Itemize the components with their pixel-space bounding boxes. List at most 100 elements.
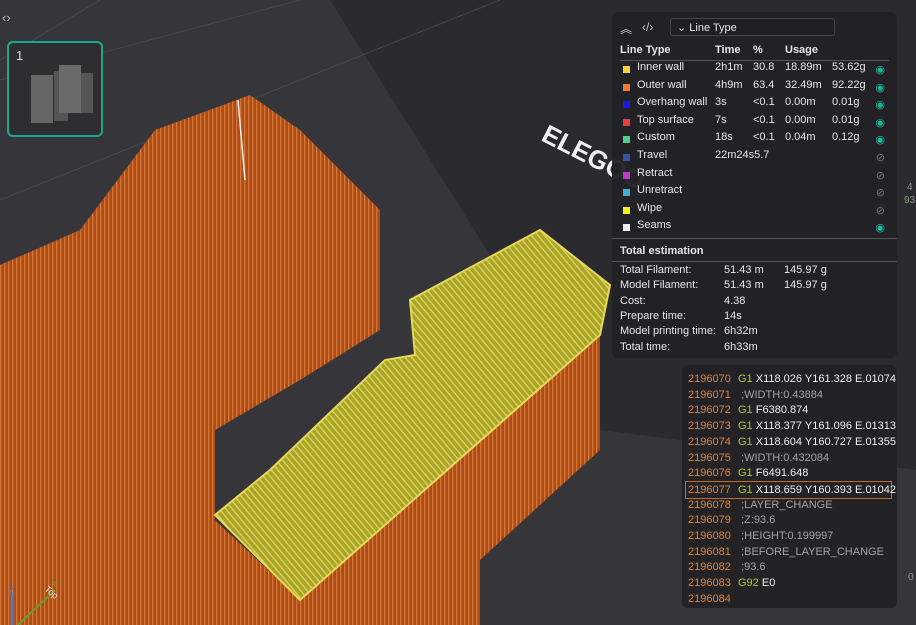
line-number: 2196083	[688, 577, 731, 590]
line-weight: 53.62g	[832, 61, 866, 73]
legend-row[interactable]: Overhang wall 3s <0.1 0.00m 0.01g ◉	[620, 96, 889, 113]
gcode-line[interactable]: 2196072 G1 F6380.874	[688, 402, 891, 418]
legend-row[interactable]: Top surface 7s <0.1 0.00m 0.01g ◉	[620, 114, 889, 131]
legend-header: Line Type Time % Usage	[620, 44, 889, 61]
eye-icon[interactable]: ◉	[875, 99, 885, 112]
gcode-command: G1	[738, 467, 753, 480]
estimation-row: Model printing time: 6h32m	[620, 325, 890, 340]
gcode-line[interactable]: 2196071 ;WIDTH:0.43884	[688, 387, 891, 403]
line-time: 3s	[715, 96, 727, 109]
col-percent: %	[753, 44, 763, 56]
line-time: 4h9m	[715, 78, 743, 91]
edge-label: 4	[907, 182, 913, 193]
legend-row[interactable]: Wipe ⊘	[620, 202, 889, 219]
eye-icon[interactable]: ◉	[875, 81, 885, 94]
col-usage: Usage	[785, 44, 819, 56]
gcode-comment: ;93.6	[741, 561, 766, 574]
eye-icon[interactable]: ◉	[875, 222, 885, 235]
line-type-name: Seams	[637, 219, 672, 232]
gcode-line[interactable]: 2196075 ;WIDTH:0.432084	[688, 450, 891, 466]
collapse-toggle-icon[interactable]: ‹›	[2, 10, 11, 25]
line-time: 7s	[715, 113, 727, 126]
line-type-name: Inner wall	[637, 61, 685, 73]
line-percent: <0.1	[753, 113, 775, 126]
line-type-name: Unretract	[637, 184, 683, 197]
code-view-icon[interactable]: ‹/›	[642, 20, 654, 34]
line-number: 2196077	[688, 483, 731, 496]
gcode-command: G1	[738, 483, 753, 496]
gcode-comment: ;LAYER_CHANGE	[741, 498, 833, 511]
estimation-row: Prepare time: 14s	[620, 310, 890, 325]
color-swatch	[623, 189, 630, 197]
eye-icon[interactable]: ◉	[875, 134, 885, 147]
line-number: 2196073	[688, 420, 731, 433]
line-length: 0.00m	[785, 113, 816, 126]
estimation-row: Cost: 4.38	[620, 295, 890, 310]
estimation-value: 6h32m	[724, 325, 758, 338]
eye-icon[interactable]: ◉	[875, 116, 885, 129]
estimation-value: 14s	[724, 309, 742, 322]
gcode-line[interactable]: 2196084	[688, 591, 891, 607]
legend-row[interactable]: Unretract ⊘	[620, 184, 889, 201]
line-number: 2196072	[688, 404, 731, 417]
gcode-line[interactable]: 2196079 ;Z:93.6	[688, 512, 891, 528]
gcode-line[interactable]: 2196078 ;LAYER_CHANGE	[688, 497, 891, 513]
line-percent: <0.1	[753, 96, 775, 109]
gcode-line[interactable]: 2196073 G1 X118.377 Y161.096 E.01313	[688, 418, 896, 434]
gcode-panel[interactable]: 2196070 G1 X118.026 Y161.328 E.01074 21960…	[682, 365, 897, 608]
legend-row[interactable]: Seams ◉	[620, 219, 889, 236]
eye-off-icon[interactable]: ⊘	[875, 152, 885, 164]
estimation-title: Total estimation	[620, 245, 704, 257]
collapse-up-icon[interactable]: ︽	[620, 22, 633, 36]
estimation-weight: 145.97 g	[784, 279, 827, 292]
estimation-row: Total Filament: 51.43 m 145.97 g	[620, 264, 890, 279]
line-weight: 0.01g	[832, 96, 860, 109]
color-swatch	[623, 224, 630, 232]
gcode-args: X118.659 Y160.393 E.01042	[755, 483, 897, 496]
gcode-line[interactable]: 2196077 G1 X118.659 Y160.393 E.01042	[685, 480, 896, 499]
eye-off-icon[interactable]: ⊘	[875, 169, 885, 182]
line-length: 0.00m	[785, 96, 816, 109]
gcode-line[interactable]: 2196082 ;93.6	[688, 559, 891, 575]
gcode-line[interactable]: 2196070 G1 X118.026 Y161.328 E.01074	[688, 371, 896, 387]
line-weight: 0.12g	[832, 131, 860, 144]
back-left-block	[0, 95, 380, 625]
view-type-select[interactable]: ⌄ Line Type	[670, 18, 835, 36]
line-number: 2196082	[688, 561, 731, 574]
eye-off-icon[interactable]: ⊘	[875, 204, 885, 217]
model-thumbnail-icon	[31, 65, 93, 123]
estimation-label: Total Filament:	[620, 264, 692, 276]
line-number: 2196078	[688, 498, 731, 511]
gcode-command: G92	[738, 577, 759, 590]
legend-row[interactable]: Custom 18s <0.1 0.04m 0.12g ◉	[620, 131, 889, 148]
gcode-line[interactable]: 2196080 ;HEIGHT:0.199997	[688, 528, 891, 544]
legend-row[interactable]: Retract ⊘	[620, 167, 889, 184]
view-type-value: Line Type	[689, 22, 737, 34]
plate-thumbnail[interactable]: 1	[7, 41, 103, 137]
legend-panel: ︽ ‹/› ⌄ Line Type Line Type Time % Usage…	[612, 12, 897, 358]
estimation-value: 51.43 m	[724, 264, 764, 276]
legend-row[interactable]: Inner wall 2h1m 30.8 18.89m 53.62g ◉	[620, 61, 889, 78]
legend-row[interactable]: Travel 22m24s5.7 ⊘	[620, 149, 889, 166]
gcode-line[interactable]: 2196074 G1 X118.604 Y160.727 E.01355	[688, 434, 896, 450]
gcode-command: G1	[738, 435, 753, 448]
gcode-args: X118.604 Y160.727 E.01355	[755, 435, 897, 448]
color-swatch	[623, 136, 630, 144]
gcode-line[interactable]: 2196083 G92 E0	[688, 575, 891, 591]
eye-off-icon[interactable]: ⊘	[875, 187, 885, 200]
gcode-line[interactable]: 2196081 ;BEFORE_LAYER_CHANGE	[688, 544, 891, 560]
color-swatch	[623, 154, 630, 161]
legend-row[interactable]: Outer wall 4h9m 63.4 32.49m 92.22g ◉	[620, 79, 889, 96]
line-number: 2196084	[688, 592, 731, 605]
color-swatch	[623, 83, 630, 91]
gcode-line[interactable]: 2196076 G1 F6491.648	[688, 465, 891, 481]
gcode-command: G1	[738, 420, 753, 433]
line-type-name: Overhang wall	[637, 96, 708, 109]
line-length: 18.89m	[785, 61, 822, 73]
estimation-row: Model Filament: 51.43 m 145.97 g	[620, 279, 890, 294]
printed-model	[0, 95, 612, 625]
eye-icon[interactable]: ◉	[875, 64, 885, 76]
line-number: 2196075	[688, 451, 731, 464]
line-number: 2196076	[688, 467, 731, 480]
line-number: 2196071	[688, 388, 731, 401]
